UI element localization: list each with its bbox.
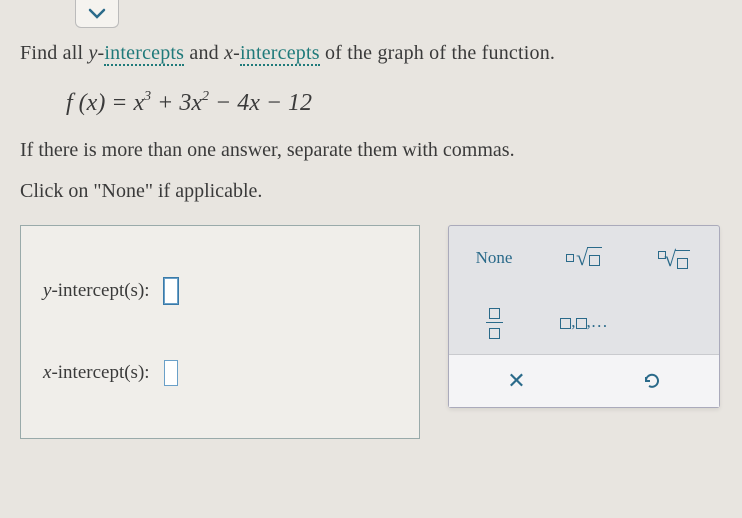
math-toolbox: None √ √ (448, 225, 720, 408)
collapse-toggle[interactable] (75, 0, 119, 28)
sqrt-icon: √ (566, 245, 602, 271)
sqrt-button[interactable]: √ (539, 226, 629, 290)
y-intercept-row: y -intercept(s): (43, 278, 397, 304)
none-button[interactable]: None (449, 226, 539, 290)
list-icon: ,,… (560, 312, 608, 332)
chevron-down-icon (88, 8, 106, 20)
toolbox-empty (629, 290, 719, 354)
answer-panel: y -intercept(s): x -intercept(s): (20, 225, 420, 439)
none-label: None (476, 248, 513, 268)
equation: f (x) = x3 + 3x2 − 4x − 12 (66, 89, 722, 117)
fraction-icon (486, 303, 503, 342)
x-label-rest: -intercept(s): (51, 362, 149, 384)
fraction-button[interactable] (449, 290, 539, 354)
x-var: x- (224, 42, 240, 64)
x-intercepts-link[interactable]: intercepts (240, 42, 320, 66)
text-suffix: of the graph of the function. (320, 42, 555, 64)
nth-root-icon: √ (658, 244, 690, 272)
instruction-none: Click on "None" if applicable. (20, 180, 722, 203)
question-content: Find all y-intercepts and x-intercepts o… (0, 0, 742, 457)
nth-root-button[interactable]: √ (629, 226, 719, 290)
list-button[interactable]: ,,… (539, 290, 629, 354)
close-icon: ✕ (507, 368, 525, 394)
panels-row: y -intercept(s): x -intercept(s): None √ (20, 225, 722, 439)
clear-button[interactable]: ✕ (449, 355, 584, 407)
text-prefix: Find all (20, 42, 88, 64)
question-line-1: Find all y-intercepts and x-intercepts o… (20, 42, 722, 65)
y-label-rest: -intercept(s): (51, 280, 149, 302)
x-var-label: x (43, 362, 51, 384)
toolbox-bottom: ✕ (449, 355, 719, 407)
x-intercept-row: x -intercept(s): (43, 360, 397, 386)
y-intercept-input[interactable] (164, 278, 178, 304)
instruction-commas: If there is more than one answer, separa… (20, 139, 722, 162)
undo-icon (641, 370, 663, 392)
y-intercepts-link[interactable]: intercepts (104, 42, 184, 66)
undo-button[interactable] (584, 355, 719, 407)
y-var: y- (88, 42, 104, 64)
text-mid: and (184, 42, 224, 64)
toolbox-grid: None √ √ (449, 226, 719, 355)
y-var-label: y (43, 280, 51, 302)
x-intercept-input[interactable] (164, 360, 178, 386)
